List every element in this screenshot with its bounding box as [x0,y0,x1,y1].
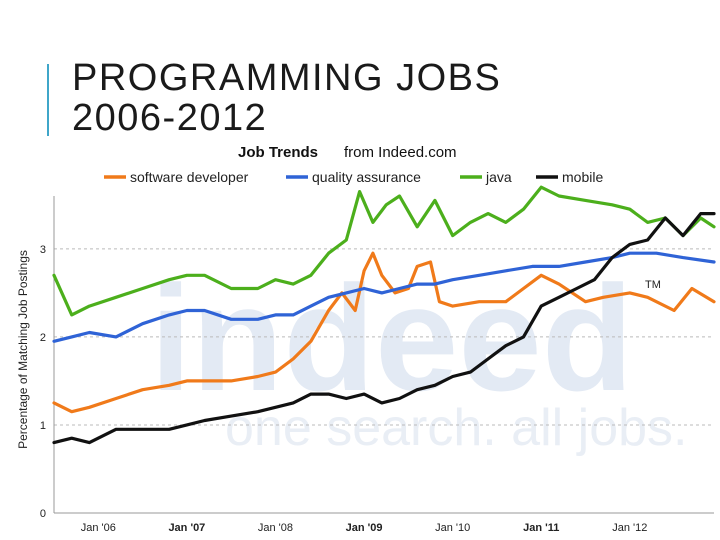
plot-frame [53,196,714,514]
y-tick-label: 1 [40,420,46,432]
x-tick-label: Jan '06 [81,522,116,534]
series-line-software-developer [52,251,716,414]
x-tick-label: Jan '10 [435,522,470,534]
legend-label: java [485,169,512,185]
watermark-logo: indeed [150,254,633,422]
y-tick-label: 3 [40,244,46,256]
chart-title-bold: Job Trends [238,144,318,161]
watermark-tagline: one search. all jobs. [225,399,688,457]
x-tick-label: Jan '11 [523,522,559,534]
legend-label: software developer [130,169,249,185]
series-line-quality-assurance [52,251,716,343]
y-axis-label: Percentage of Matching Job Postings [16,250,30,449]
y-tick-label: 0 [40,508,46,520]
tick-labels: 0 1 2 3 Jan '06 Jan '07 Jan '08 Jan '09 Jan '10 J… [40,244,648,534]
series-layer [52,185,716,445]
chart-legend: software developer quality assurance java m… [104,169,603,185]
chart-title-rest: from Indeed.com [344,144,457,161]
y-tick-label: 2 [40,332,46,344]
legend-label: quality assurance [312,169,421,185]
x-tick-label: Jan '07 [168,522,205,534]
watermark-tm: TM [645,279,661,291]
x-tick-label: Jan '08 [258,522,293,534]
series-line-java [52,185,716,317]
title-accent-bar [47,64,49,136]
slide-title-line-1: PROGRAMMING JOBS [72,57,502,99]
x-tick-label: Jan '09 [346,522,383,534]
x-tick-label: Jan '12 [612,522,647,534]
slide-title: PROGRAMMING JOBS 2006-2012 [72,58,501,138]
chart-grid [54,248,714,426]
legend-label: mobile [562,169,603,185]
slide-title-line-2: 2006-2012 [72,97,268,139]
series-line-mobile [52,212,716,445]
